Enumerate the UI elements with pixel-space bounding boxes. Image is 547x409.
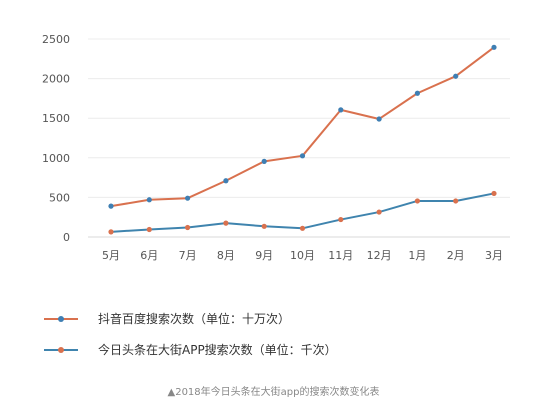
- x-axis: 5月 6月 7月 8月 9月 10月 11月 12月 1月 2月 3月: [102, 249, 503, 262]
- data-point-1: [491, 190, 497, 197]
- y-tick-label: 2000: [42, 73, 70, 86]
- x-tick-label: 1月: [408, 249, 426, 262]
- series-line-0: [110, 46, 495, 208]
- x-tick-label: 2月: [447, 249, 465, 262]
- x-tick-label: 9月: [255, 249, 273, 262]
- series-group: [108, 44, 497, 235]
- data-point-0: [108, 203, 114, 209]
- x-tick-label: 10月: [290, 249, 315, 262]
- y-tick-label: 500: [49, 191, 70, 204]
- x-tick-label: 5月: [102, 249, 120, 262]
- data-point-1: [223, 220, 229, 226]
- x-tick-label: 12月: [367, 249, 392, 262]
- grid-lines: [88, 38, 510, 238]
- legend-swatch-douyin: [44, 315, 78, 322]
- data-point-0: [299, 153, 306, 159]
- legend-item-toutiao: 今日头条在大街APP搜索次数（单位：千次）: [44, 341, 337, 358]
- data-point-1: [376, 209, 382, 215]
- y-tick-label: 1000: [42, 152, 70, 165]
- data-point-0: [185, 195, 191, 201]
- legend-label-toutiao: 今日头条在大街APP搜索次数（单位：千次）: [98, 343, 337, 357]
- y-tick-label: 0: [63, 231, 70, 244]
- line-chart: 0 500 1000 1500 2000 2500 5月 6月 7月 8月 9月 10月 11月 12月…: [42, 33, 510, 262]
- data-point-1: [261, 223, 267, 229]
- legend-swatch-toutiao: [44, 346, 78, 353]
- data-point-1: [146, 226, 152, 233]
- data-point-0: [261, 158, 267, 164]
- data-point-0: [223, 178, 229, 184]
- y-axis: 0 500 1000 1500 2000 2500: [42, 33, 70, 244]
- data-point-1: [299, 225, 306, 231]
- data-point-0: [491, 44, 497, 50]
- x-tick-label: 11月: [328, 249, 353, 262]
- x-tick-label: 6月: [140, 249, 158, 262]
- legend-marker-toutiao: [58, 346, 64, 353]
- data-point-0: [146, 197, 152, 203]
- x-tick-label: 7月: [179, 249, 197, 262]
- data-point-1: [414, 198, 420, 204]
- data-point-1: [185, 224, 191, 231]
- data-point-0: [414, 90, 420, 96]
- legend-marker-douyin: [58, 315, 64, 322]
- data-point-0: [376, 116, 382, 122]
- data-point-1: [453, 198, 459, 204]
- x-tick-label: 8月: [217, 249, 235, 262]
- y-tick-label: 2500: [42, 33, 70, 46]
- chart-caption: ▲2018年今日头条在大街app的搜索次数变化表: [167, 387, 380, 398]
- legend-item-douyin: 抖音百度搜索次数（单位：十万次）: [44, 310, 290, 327]
- data-point-1: [338, 216, 344, 223]
- data-point-1: [108, 229, 114, 235]
- y-tick-label: 1500: [42, 112, 70, 125]
- data-point-0: [453, 73, 459, 79]
- legend-label-douyin: 抖音百度搜索次数（单位：十万次）: [98, 312, 291, 326]
- x-tick-label: 3月: [485, 249, 503, 262]
- data-point-0: [338, 107, 344, 113]
